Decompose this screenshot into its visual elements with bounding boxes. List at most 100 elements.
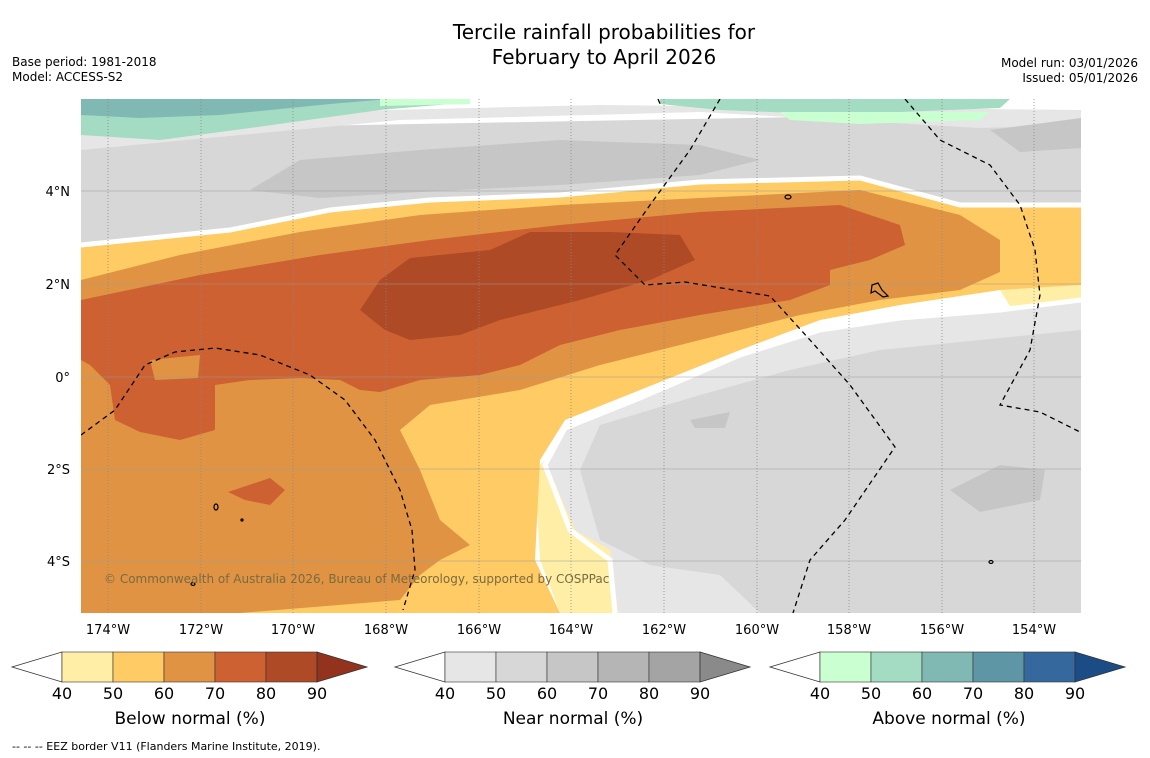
colorbar-tick-label: 80: [256, 684, 276, 703]
model-run: Model run: 03/01/2026: [1000, 56, 1138, 70]
white-contour-south: [542, 297, 1081, 613]
island-icon: [240, 518, 244, 522]
eez-border-line-islands: [614, 99, 896, 613]
above-normal-region-nc: [660, 99, 1010, 114]
meta-left: Base period: 1981-2018 Model: ACCESS-S2: [12, 55, 157, 85]
colorbar-tick-label: 90: [690, 684, 710, 703]
island-icon: [870, 282, 890, 298]
colorbar-tick-label: 90: [307, 684, 327, 703]
near-normal-region-ne-dark: [990, 118, 1081, 152]
near-normal-region-southeast-dark2: [690, 412, 730, 428]
island-icon: [784, 194, 792, 200]
eez-border-kiribati-phoenix: [81, 347, 416, 611]
base-period: Base period: 1981-2018: [12, 55, 157, 69]
lon-tick-label: 172°W: [179, 623, 223, 638]
colorbar-segment: [819, 651, 872, 683]
island-icon: [213, 503, 219, 511]
lon-tick-label: 174°W: [86, 623, 130, 638]
colorbar-tick-label: 40: [52, 684, 72, 703]
above-normal-region-nw-light: [380, 99, 470, 106]
lat-tick-label: 0°: [55, 371, 70, 386]
below-normal-region-70-small: [150, 355, 200, 380]
lat-tick-label: 4°N: [46, 185, 71, 200]
title-line-1: Tercile rainfall probabilities for: [452, 20, 756, 44]
lat-tick-labels: 4°N 2°N 0° 2°S 4°S: [46, 185, 71, 570]
lon-tick-label: 162°W: [642, 623, 686, 638]
white-contour-north: [81, 175, 1081, 248]
colorbar-segment: [214, 651, 267, 683]
colorbar-tick-label: 60: [154, 684, 174, 703]
parallels: [81, 190, 1081, 562]
colorbar-segment: [444, 651, 497, 683]
colorbar-segment: [597, 651, 650, 683]
colorbar-segment: [265, 651, 318, 683]
copyright-notice: © Commonwealth of Australia 2026, Bureau…: [104, 572, 609, 586]
colorbar-segment: [648, 651, 701, 683]
below-normal-region-80: [360, 232, 695, 340]
lat-tick-label: 4°S: [47, 555, 70, 570]
colorbar-segment: [546, 651, 599, 683]
below-normal-region-70-south: [228, 478, 285, 505]
colorbar-tick-label: 90: [1065, 684, 1085, 703]
lon-tick-label: 168°W: [364, 623, 408, 638]
colorbar-above-label: Above normal (%): [872, 709, 1026, 729]
lat-tick-label: 2°S: [47, 463, 70, 478]
lon-tick-label: 164°W: [549, 623, 593, 638]
colorbar-tick-label: 40: [810, 684, 830, 703]
colorbar-under-arrow: [393, 651, 446, 683]
graticule: [81, 99, 1081, 613]
colorbar-segment: [112, 651, 165, 683]
lon-tick-labels: 174°W 172°W 170°W 168°W 166°W 164°W 162°…: [86, 623, 1056, 638]
colorbar-tick-label: 70: [963, 684, 983, 703]
map-field: [81, 99, 1081, 613]
eez-border-east: [904, 99, 1081, 433]
eez-border-nw-fragment: [657, 99, 662, 107]
colorbar-over-arrow: [699, 651, 752, 683]
islands: [190, 194, 994, 587]
lon-tick-label: 160°W: [735, 623, 779, 638]
colorbar-over-arrow: [1074, 651, 1127, 683]
lat-tick-label: 2°N: [46, 278, 71, 293]
colorbar-tick-label: 70: [205, 684, 225, 703]
title-line-2: February to April 2026: [491, 45, 717, 69]
colorbar-near-normal: 40 50 60 70 80 90: [393, 651, 752, 703]
colorbar-tick-label: 60: [537, 684, 557, 703]
colorbar-over-arrow: [316, 651, 369, 683]
colorbar-tick-label: 80: [639, 684, 659, 703]
colorbar-above-normal: 40 50 60 70 80 90: [768, 651, 1127, 703]
above-normal-region-nw-dark: [81, 99, 390, 118]
colorbar-tick-label: 70: [588, 684, 608, 703]
lon-tick-label: 156°W: [920, 623, 964, 638]
lon-tick-label: 158°W: [827, 623, 871, 638]
colorbar-segment: [495, 651, 548, 683]
colorbar-segment: [163, 651, 216, 683]
colorbar-near-label: Near normal (%): [502, 709, 644, 729]
near-normal-region-southeast-dark: [950, 465, 1045, 512]
chart-title: Tercile rainfall probabilities for Febru…: [0, 20, 1150, 70]
eez-footnote: -- -- -- EEZ border V11 (Flanders Marine…: [12, 740, 321, 753]
colorbar-segment: [921, 651, 974, 683]
colorbar-tick-label: 50: [486, 684, 506, 703]
colorbar-segment: [61, 651, 114, 683]
white-contours: [81, 175, 1081, 613]
colorbar-under-arrow: [10, 651, 63, 683]
eez-borders: [81, 99, 1081, 613]
above-normal-region-nc-light: [780, 112, 990, 124]
colorbar-below-label: Below normal (%): [114, 709, 266, 729]
model-name: Model: ACCESS-S2: [12, 70, 124, 84]
colorbar-tick-label: 50: [861, 684, 881, 703]
issued-date: Issued: 05/01/2026: [1022, 71, 1138, 85]
colorbar-segment: [972, 651, 1025, 683]
lon-tick-label: 166°W: [457, 623, 501, 638]
near-normal-region-southeast-mid: [580, 330, 1081, 613]
colorbar-tick-label: 50: [103, 684, 123, 703]
colorbar-under-arrow: [768, 651, 821, 683]
colorbar-segment: [1023, 651, 1076, 683]
colorbar-segment: [870, 651, 923, 683]
island-icon: [190, 581, 196, 587]
island-icon: [988, 559, 994, 565]
colorbar-below-normal: 40 50 60 70 80 90: [10, 651, 369, 703]
meta-right: Model run: 03/01/2026 Issued: 05/01/2026: [1001, 56, 1138, 86]
lon-tick-label: 154°W: [1012, 623, 1056, 638]
